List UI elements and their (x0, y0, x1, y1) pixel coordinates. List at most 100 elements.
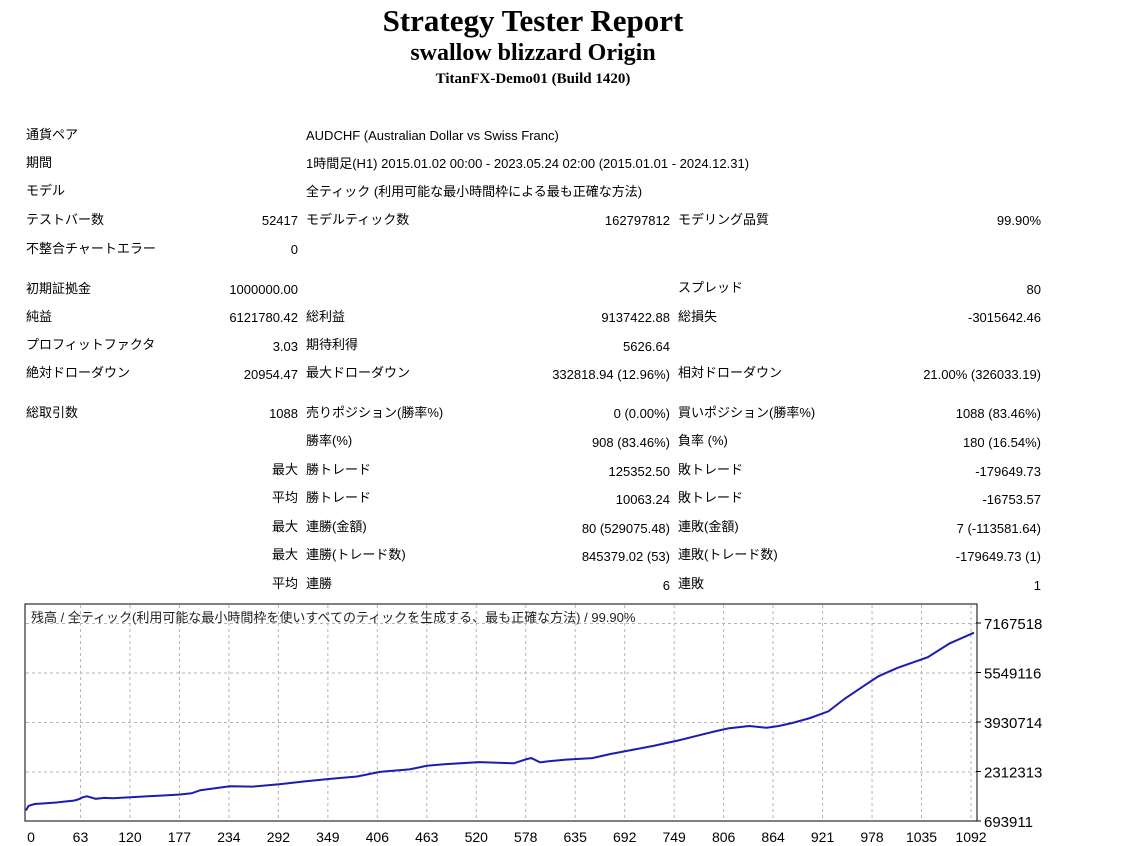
balance-line (25, 631, 975, 811)
bars-label: テストバー数 (26, 212, 105, 227)
win-rate-value: 908 (83.46%) (591, 435, 670, 450)
gross-loss-value: -3015642.46 (967, 310, 1041, 325)
max-prefix: 最大 (271, 547, 298, 562)
x-tick-label: 520 (465, 829, 489, 845)
avg-consec-losses-value: 1 (1033, 578, 1041, 593)
profit-factor-value: 3.03 (272, 339, 298, 354)
x-tick-label: 749 (662, 829, 686, 845)
report-title: Strategy Tester Report (382, 3, 684, 38)
x-tick-label: 635 (564, 829, 588, 845)
errors-value: 0 (290, 242, 298, 257)
expected-payoff-value: 5626.64 (623, 339, 670, 354)
deposit-value: 1000000.00 (229, 282, 298, 297)
largest-loss-label: 敗トレード (678, 462, 744, 477)
x-tick-label: 177 (168, 829, 192, 845)
x-tick-label: 692 (613, 829, 637, 845)
consec-wins-count-label: 連勝(トレード数) (306, 547, 406, 562)
chart-frame (24, 603, 978, 822)
x-tick-label: 806 (712, 829, 736, 845)
net-profit-label: 純益 (26, 309, 53, 324)
largest-win-label: 勝トレード (306, 462, 372, 477)
quality-label: モデリング品質 (678, 212, 770, 227)
gross-loss-label: 総損失 (678, 309, 718, 324)
max-drawdown-value: 332818.94 (12.96%) (552, 367, 670, 382)
abs-drawdown-value: 20954.47 (243, 367, 298, 382)
consec-losses-count-label: 連敗(トレード数) (678, 547, 778, 562)
y-tick-label: 2312313 (984, 765, 1042, 782)
short-positions-label: 売りポジション(勝率%) (306, 405, 444, 420)
server-name: TitanFX-Demo01 (Build 1420) (435, 71, 631, 87)
x-tick-label: 0 (27, 829, 35, 845)
consec-losses-amount-value: 7 (-113581.64) (956, 521, 1041, 536)
x-tick-label: 463 (415, 829, 439, 845)
y-axis-ticks: 7167518 5549116 3930714 2312313 693911 (976, 616, 1042, 831)
spread-value: 80 (1026, 282, 1041, 297)
x-tick-label: 578 (514, 829, 538, 845)
avg-loss-value: -16753.57 (982, 492, 1041, 507)
consec-wins-amount-value: 80 (529075.48) (581, 521, 670, 536)
max-prefix: 最大 (271, 462, 298, 477)
profit-factor-label: プロフィットファクタ (26, 337, 156, 352)
avg-consec-wins-value: 6 (662, 578, 670, 593)
x-tick-label: 292 (267, 829, 291, 845)
win-rate-label: 勝率(%) (306, 433, 353, 448)
expert-name: swallow blizzard Origin (410, 40, 656, 66)
period-label: 期間 (26, 155, 53, 170)
x-tick-label: 349 (316, 829, 340, 845)
avg-consec-wins-label: 連勝 (306, 576, 333, 591)
x-tick-label: 406 (366, 829, 390, 845)
avg-win-label: 勝トレード (306, 490, 372, 505)
model-value: 全ティック (利用可能な最小時間枠による最も正確な方法) (306, 184, 643, 199)
deposit-label: 初期証拠金 (26, 281, 92, 296)
x-tick-label: 864 (761, 829, 785, 845)
spread-label: スプレッド (678, 280, 744, 295)
largest-loss-value: -179649.73 (975, 464, 1041, 479)
largest-win-value: 125352.50 (608, 464, 670, 479)
long-positions-label: 買いポジション(勝率%) (678, 405, 816, 420)
long-positions-value: 1088 (83.46%) (955, 406, 1041, 421)
symbol-label: 通貨ペア (26, 127, 79, 142)
symbol-value: AUDCHF (Australian Dollar vs Swiss Franc… (306, 128, 559, 143)
rel-drawdown-value: 21.00% (326033.19) (923, 367, 1041, 382)
errors-label: 不整合チャートエラー (26, 241, 156, 256)
chart-title: 残高 / 全ティック(利用可能な最小時間枠を使いすべてのティックを生成する、最も… (31, 610, 636, 625)
short-positions-value: 0 (0.00%) (613, 406, 670, 421)
consec-losses-count-value: -179649.73 (1) (955, 549, 1041, 564)
model-label: モデル (26, 183, 66, 198)
expected-payoff-label: 期待利得 (306, 337, 359, 352)
x-tick-label: 1035 (906, 829, 937, 845)
avg-prefix: 平均 (271, 490, 298, 505)
x-tick-label: 1092 (955, 829, 986, 845)
consec-wins-count-value: 845379.02 (53) (581, 549, 670, 564)
total-trades-label: 総取引数 (26, 405, 79, 420)
rel-drawdown-label: 相対ドローダウン (678, 365, 783, 380)
x-tick-label: 63 (73, 829, 89, 845)
consec-losses-amount-label: 連敗(金額) (678, 519, 739, 534)
period-value: 1時間足(H1) 2015.01.02 00:00 - 2023.05.24 0… (306, 156, 750, 171)
avg-prefix: 平均 (271, 576, 298, 591)
loss-rate-value: 180 (16.54%) (962, 435, 1041, 450)
avg-loss-label: 敗トレード (678, 490, 744, 505)
x-tick-label: 120 (118, 829, 142, 845)
loss-rate-label: 負率 (%) (678, 433, 728, 448)
y-tick-label: 693911 (984, 814, 1033, 831)
bars-value: 52417 (261, 213, 298, 228)
gross-profit-label: 総利益 (306, 309, 346, 324)
abs-drawdown-label: 絶対ドローダウン (26, 365, 131, 380)
x-tick-label: 921 (811, 829, 835, 845)
max-prefix: 最大 (271, 519, 298, 534)
total-trades-value: 1088 (269, 406, 298, 421)
quality-value: 99.90% (996, 213, 1041, 228)
consec-wins-amount-label: 連勝(金額) (306, 519, 367, 534)
y-tick-label: 5549116 (984, 666, 1041, 683)
net-profit-value: 6121780.42 (229, 310, 298, 325)
max-drawdown-label: 最大ドローダウン (306, 365, 411, 380)
y-tick-label: 7167518 (984, 616, 1042, 633)
avg-win-value: 10063.24 (615, 492, 670, 507)
gross-profit-value: 9137422.88 (601, 310, 670, 325)
x-axis-ticks: 0 63 120 177 234 292 349 406 463 520 578 635 692 749 8… (27, 829, 987, 845)
avg-consec-losses-label: 連敗 (678, 576, 705, 591)
ticks-value: 162797812 (604, 213, 670, 228)
x-tick-label: 234 (217, 829, 241, 845)
balance-chart: 残高 / 全ティック(利用可能な最小時間枠を使いすべてのティックを生成する、最も… (24, 603, 1042, 845)
